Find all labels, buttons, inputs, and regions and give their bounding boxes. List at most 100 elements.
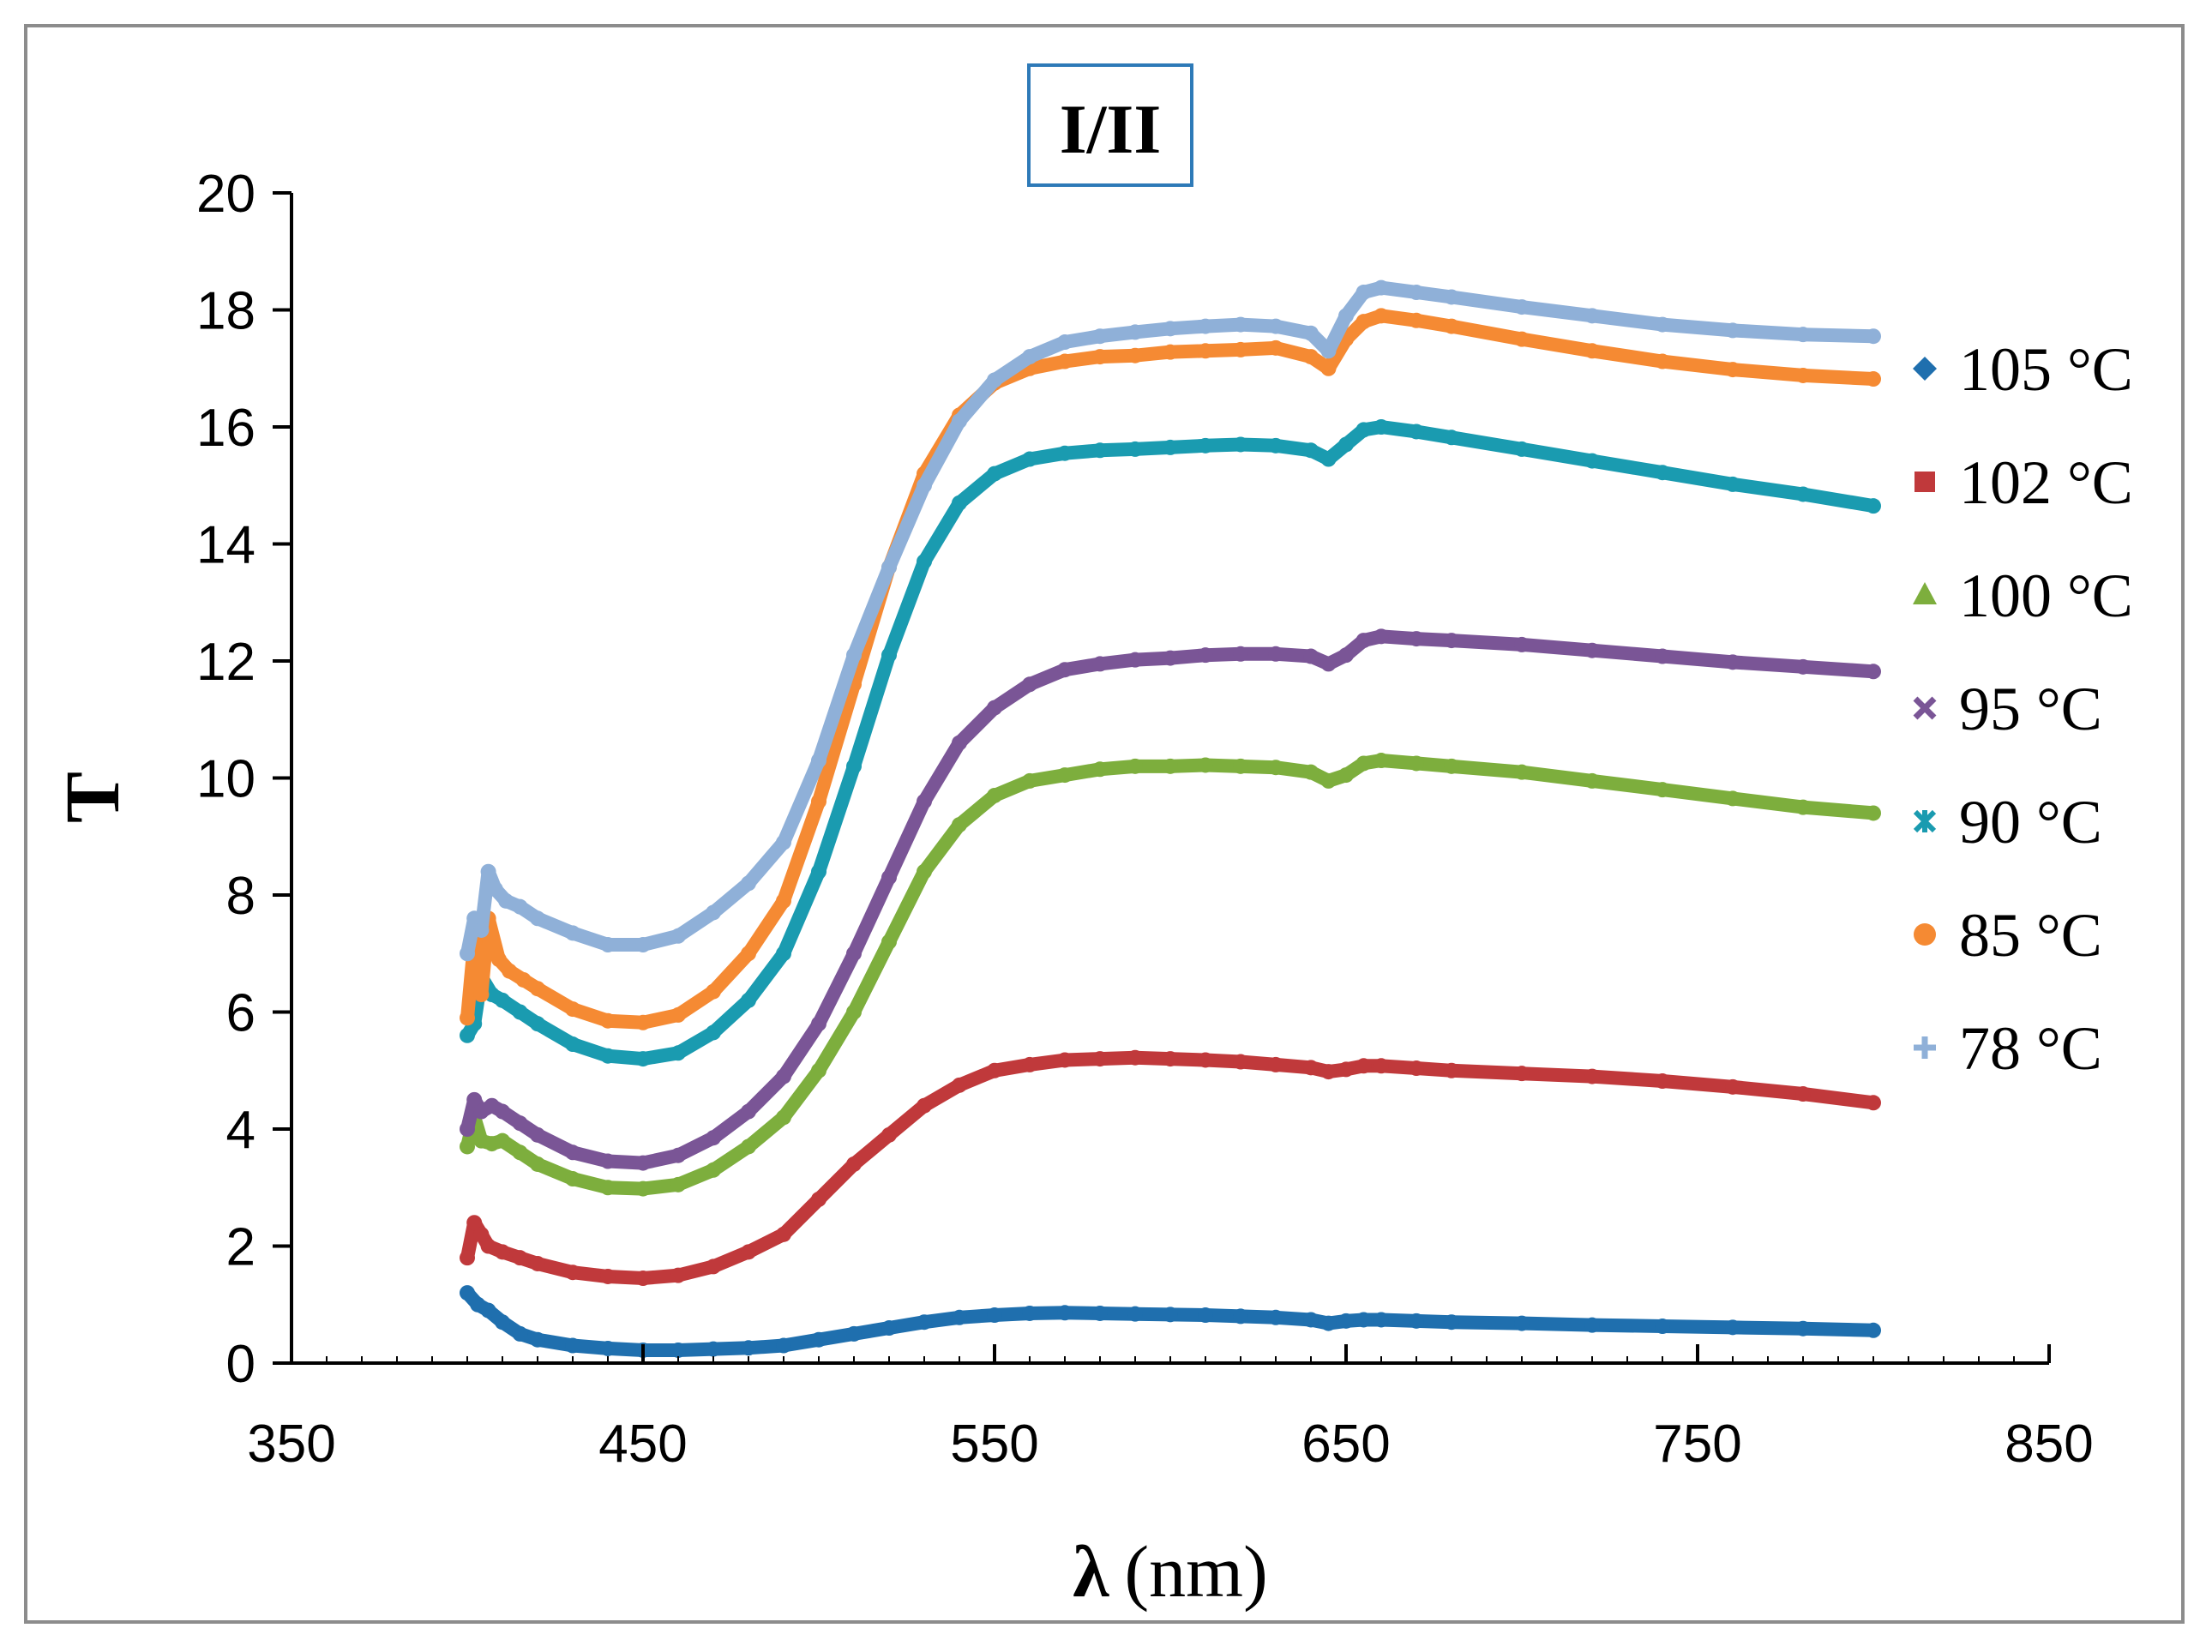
data-point	[515, 971, 532, 988]
data-point	[1198, 318, 1213, 334]
data-point	[466, 910, 483, 927]
legend-marker	[1914, 472, 1935, 492]
legend-label: 90 °C	[1959, 788, 2102, 856]
data-point	[741, 946, 756, 962]
data-point	[917, 863, 932, 880]
series-7	[460, 279, 1881, 962]
data-point	[1355, 422, 1372, 438]
data-point	[1163, 1307, 1178, 1323]
data-point	[1268, 760, 1283, 776]
y-axis-title: T	[51, 772, 135, 823]
data-point	[1725, 362, 1740, 378]
data-point	[1092, 1051, 1108, 1067]
data-point	[741, 1340, 756, 1356]
data-point	[811, 1016, 826, 1032]
data-point	[1373, 308, 1389, 324]
data-point	[1795, 1320, 1811, 1337]
data-point	[1092, 349, 1108, 365]
data-point	[741, 875, 756, 892]
data-point	[1303, 648, 1319, 664]
data-point	[670, 1006, 686, 1023]
data-point	[1866, 1095, 1881, 1111]
data-point	[1320, 360, 1337, 376]
data-point	[495, 1132, 510, 1149]
data-point	[1057, 445, 1073, 461]
data-point	[1866, 664, 1881, 680]
data-point	[1725, 1078, 1740, 1095]
data-point	[512, 1325, 528, 1342]
data-point	[1795, 486, 1811, 502]
data-point	[1163, 439, 1178, 455]
data-point	[1725, 322, 1740, 339]
data-point	[635, 1271, 651, 1287]
data-point	[811, 1331, 826, 1348]
y-tick-label: 16	[196, 399, 255, 458]
data-point	[1373, 419, 1389, 435]
data-point	[1320, 1064, 1337, 1080]
data-point	[1303, 442, 1319, 459]
data-point	[1092, 761, 1108, 778]
data-point	[706, 1162, 721, 1178]
data-point	[1795, 367, 1811, 383]
data-point	[1163, 321, 1178, 337]
title-box	[1027, 63, 1193, 187]
data-point	[1338, 767, 1354, 784]
data-point	[670, 1342, 686, 1358]
data-point	[670, 1045, 686, 1061]
data-point	[460, 1121, 475, 1137]
data-point	[1373, 628, 1389, 645]
data-point	[1163, 344, 1178, 360]
data-point	[1233, 1054, 1248, 1070]
legend-label: 85 °C	[1959, 901, 2102, 970]
legend-marker	[1913, 582, 1937, 604]
data-point	[1022, 349, 1037, 365]
data-point	[1198, 343, 1213, 359]
legend-entry: 78 °C	[1914, 1014, 2102, 1083]
data-point	[1303, 1312, 1319, 1328]
data-point	[987, 787, 1002, 803]
legend-label: 78 °C	[1959, 1014, 2102, 1083]
data-point	[473, 1226, 490, 1242]
data-point	[1057, 662, 1073, 678]
data-point	[917, 478, 932, 494]
data-point	[1338, 1313, 1354, 1329]
data-point	[987, 700, 1002, 716]
data-point	[1127, 758, 1143, 774]
data-point	[1409, 1313, 1424, 1329]
data-point	[1725, 654, 1740, 670]
data-point	[1092, 328, 1108, 345]
data-point	[1409, 1060, 1424, 1077]
data-point	[1866, 371, 1881, 387]
data-point	[1514, 636, 1530, 652]
x-axis-title-symbol: λ	[1073, 1530, 1109, 1613]
data-point	[1795, 799, 1811, 815]
data-point	[1057, 353, 1073, 369]
legend-label: 100 °C	[1959, 562, 2133, 630]
data-point	[881, 1320, 897, 1337]
data-point	[565, 1265, 580, 1281]
series-3	[460, 753, 1881, 1197]
data-point	[565, 1171, 580, 1187]
data-point	[1514, 299, 1530, 315]
data-point	[881, 934, 897, 950]
data-point	[811, 1062, 826, 1078]
x-tick-label: 750	[1653, 1415, 1741, 1474]
data-point	[1268, 646, 1283, 662]
data-point	[846, 758, 862, 774]
data-point	[846, 1156, 862, 1172]
data-point	[811, 1191, 826, 1207]
legend-entry: 90 °C	[1913, 788, 2102, 856]
series-6	[460, 308, 1881, 1030]
data-point	[1584, 308, 1600, 324]
data-point	[987, 372, 1002, 388]
data-point	[1268, 339, 1283, 356]
data-point	[776, 834, 791, 850]
data-point	[480, 863, 496, 880]
data-point	[600, 1268, 616, 1284]
data-point	[1409, 755, 1424, 772]
data-point	[1338, 647, 1354, 664]
y-tick-label: 6	[226, 984, 255, 1043]
data-point	[1355, 1058, 1372, 1074]
data-point	[1338, 1061, 1354, 1078]
